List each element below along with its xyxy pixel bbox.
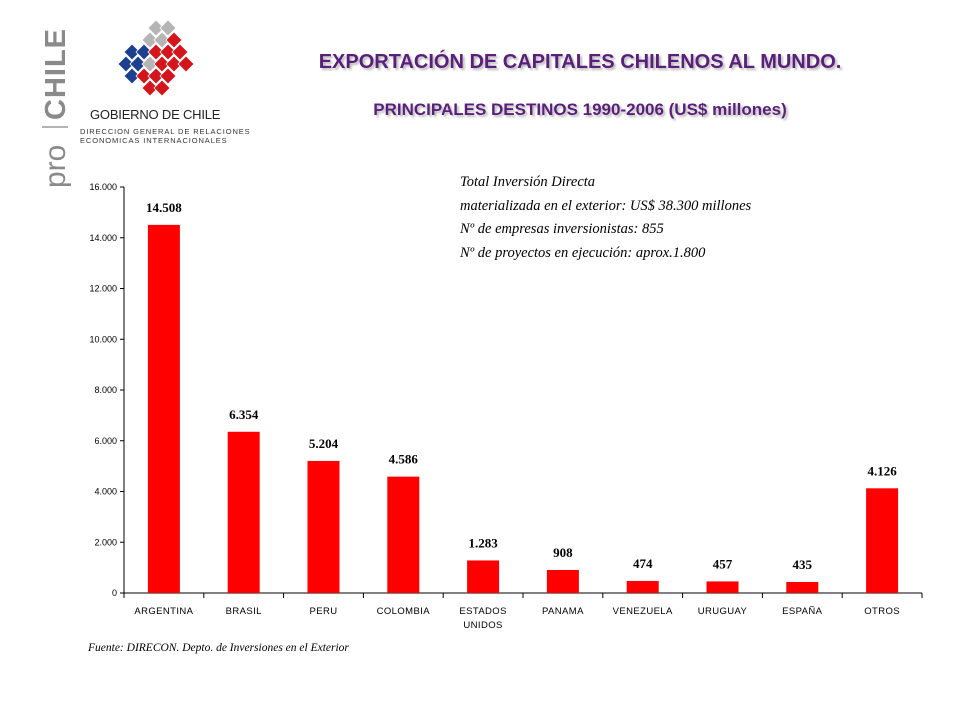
logo-diamond bbox=[141, 55, 159, 73]
bar bbox=[307, 460, 340, 593]
category-label: PANAMA bbox=[542, 606, 584, 617]
category-label: ESPAÑA bbox=[782, 606, 823, 617]
logo-diamond bbox=[141, 31, 159, 49]
prochile-brand-chile: CHILE bbox=[40, 28, 72, 120]
data-label: 457 bbox=[713, 556, 733, 571]
data-label: 1.283 bbox=[468, 535, 498, 550]
category-label: OTROS bbox=[864, 606, 900, 617]
category-label: UNIDOS bbox=[463, 620, 502, 631]
y-tick-label: 12.000 bbox=[89, 284, 117, 294]
data-label: 474 bbox=[633, 556, 653, 571]
logo-diamond bbox=[165, 55, 183, 73]
category-label: COLOMBIA bbox=[377, 606, 431, 617]
bar bbox=[866, 488, 899, 593]
note-line-3: Nº de empresas inversionistas: 855 bbox=[460, 221, 664, 237]
page-title: EXPORTACIÓN DE CAPITALES CHILENOS AL MUN… bbox=[318, 51, 842, 73]
gov-dept-line2: ECONOMICAS INTERNACIONALES bbox=[80, 136, 228, 145]
gov-dept-line1: DIRECCION GENERAL DE RELACIONES bbox=[80, 127, 251, 136]
note-line-1: Total Inversión Directa bbox=[460, 174, 596, 190]
data-label: 14.508 bbox=[146, 200, 182, 215]
data-label: 5.204 bbox=[309, 436, 339, 451]
y-tick-label: 0 bbox=[112, 588, 117, 598]
y-tick-label: 8.000 bbox=[94, 385, 117, 395]
bar bbox=[546, 569, 579, 593]
category-label: BRASIL bbox=[226, 606, 262, 617]
logo-diamond bbox=[135, 67, 153, 85]
logo-diamond bbox=[147, 43, 165, 61]
category-label: URUGUAY bbox=[698, 606, 748, 617]
logo-diamond bbox=[153, 55, 171, 73]
y-tick-label: 6.000 bbox=[94, 436, 117, 446]
y-tick-label: 10.000 bbox=[89, 334, 117, 344]
logo-diamond bbox=[135, 43, 153, 61]
prochile-brand-pro: pro bbox=[39, 145, 72, 188]
note-line-4: Nº de proyectos en ejecución: aprox.1.80… bbox=[460, 245, 706, 261]
source-note: Fuente: DIRECON. Depto. de Inversiones e… bbox=[88, 642, 349, 654]
page-subtitle: PRINCIPALES DESTINOS 1990-2006 (US$ mill… bbox=[373, 100, 787, 119]
data-label: 435 bbox=[793, 557, 813, 572]
logo-diamond bbox=[141, 79, 159, 97]
bar bbox=[626, 580, 659, 593]
gov-name: GOBIERNO DE CHILE bbox=[90, 107, 221, 122]
y-tick-label: 4.000 bbox=[94, 487, 117, 497]
logo-diamond bbox=[147, 20, 165, 37]
logo-diamond bbox=[147, 67, 165, 85]
bar bbox=[706, 581, 739, 593]
logo-diamond bbox=[171, 43, 189, 61]
category-label: ESTADOS bbox=[459, 606, 507, 617]
data-label: 908 bbox=[553, 545, 573, 560]
category-label: VENEZUELA bbox=[613, 606, 673, 617]
y-tick-label: 2.000 bbox=[94, 537, 117, 547]
logo-diamond bbox=[165, 31, 183, 49]
bar bbox=[786, 581, 819, 593]
bar bbox=[227, 431, 260, 593]
gobierno-logo bbox=[117, 20, 195, 97]
category-label: ARGENTINA bbox=[134, 606, 193, 617]
data-label: 4.126 bbox=[867, 463, 897, 478]
logo-diamond bbox=[153, 31, 171, 49]
logo-diamond bbox=[123, 43, 141, 61]
bar bbox=[387, 476, 420, 593]
logo-diamond bbox=[177, 55, 195, 73]
logo-diamond bbox=[117, 55, 135, 73]
bar bbox=[467, 560, 500, 593]
logo-diamond bbox=[129, 55, 147, 73]
logo-diamond bbox=[159, 20, 177, 37]
logo-diamond bbox=[123, 67, 141, 85]
y-tick-label: 16.000 bbox=[89, 182, 117, 192]
logo-diamond bbox=[159, 67, 177, 85]
data-label: 6.354 bbox=[229, 407, 259, 422]
note-line-2: materializada en el exterior: US$ 38.300… bbox=[460, 198, 752, 214]
logo-diamond bbox=[159, 43, 177, 61]
bar bbox=[147, 224, 180, 593]
logo-diamond bbox=[153, 79, 171, 97]
prochile-logo: CHILE pro bbox=[39, 28, 72, 188]
category-label: PERU bbox=[310, 606, 338, 617]
y-tick-label: 14.000 bbox=[89, 233, 117, 243]
data-label: 4.586 bbox=[389, 452, 419, 467]
